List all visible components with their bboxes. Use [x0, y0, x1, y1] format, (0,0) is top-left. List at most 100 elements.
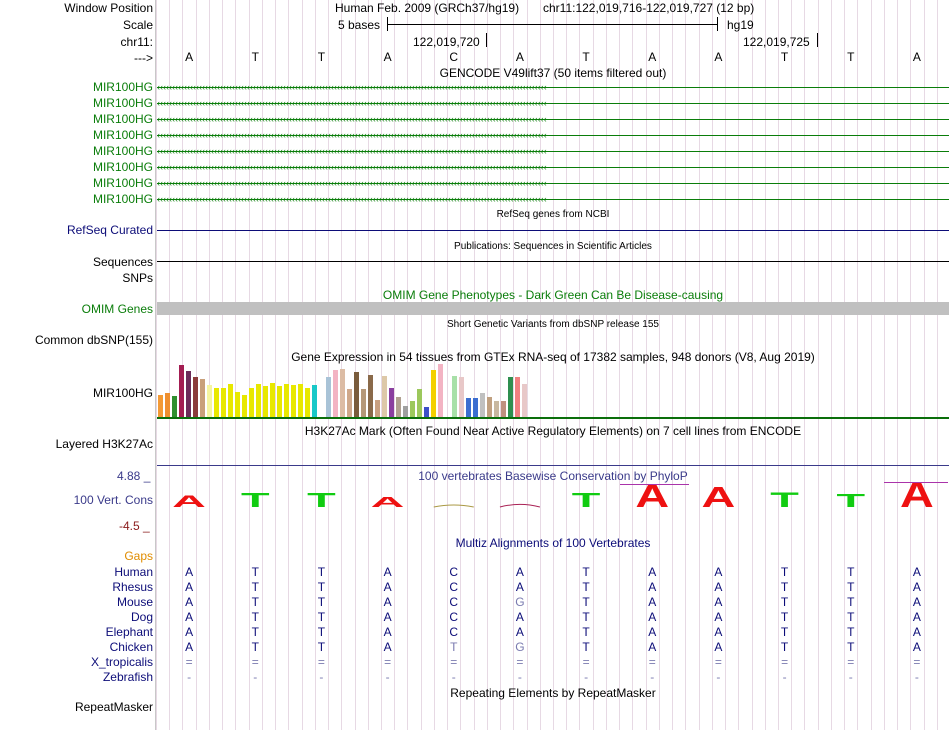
gtex-tissue-bar[interactable]	[263, 386, 268, 417]
species-label[interactable]: Human	[114, 565, 153, 579]
gtex-tissue-bar[interactable]	[389, 388, 394, 417]
species-label[interactable]: Dog	[130, 610, 153, 624]
gtex-tissue-bar[interactable]	[228, 384, 233, 417]
gtex-tissue-bar[interactable]	[375, 400, 380, 417]
gtex-tissue-bar[interactable]	[277, 386, 282, 417]
refseq-track-title[interactable]: RefSeq genes from NCBI	[496, 209, 610, 220]
gencode-item-label[interactable]: MIR100HG	[92, 144, 153, 158]
gtex-tissue-bar[interactable]	[179, 365, 184, 417]
gencode-item-label[interactable]: MIR100HG	[92, 128, 153, 142]
species-label[interactable]: Elephant	[105, 625, 153, 639]
species-label[interactable]: X_tropicalis	[90, 655, 153, 669]
gtex-tissue-bar[interactable]	[186, 371, 191, 417]
gtex-tissue-bar[interactable]	[438, 364, 443, 417]
gtex-tissue-bar[interactable]	[270, 383, 275, 417]
gtex-tissue-bar[interactable]	[242, 395, 247, 417]
species-label[interactable]: Zebrafish	[102, 670, 153, 684]
gtex-tissue-bar[interactable]	[214, 388, 219, 417]
refseq-label[interactable]: RefSeq Curated	[66, 223, 153, 237]
gtex-tissue-bar[interactable]	[249, 388, 254, 417]
gtex-tissue-bar[interactable]	[221, 388, 226, 417]
gtex-tissue-bar[interactable]	[158, 395, 163, 417]
gtex-track-title[interactable]: Gene Expression in 54 tissues from GTEx …	[291, 350, 815, 364]
cons-track-title[interactable]: 100 vertebrates Basewise Conservation by…	[418, 469, 688, 483]
gtex-tissue-bar[interactable]	[340, 369, 345, 417]
gtex-tissue-bar[interactable]	[256, 384, 261, 417]
gtex-tissue-bar[interactable]	[235, 392, 240, 417]
gencode-item-label[interactable]: MIR100HG	[92, 160, 153, 174]
gtex-tissue-bar[interactable]	[382, 376, 387, 417]
gtex-tissue-bar[interactable]	[508, 377, 513, 417]
gtex-tissue-bar[interactable]	[298, 384, 303, 417]
gtex-tissue-bar[interactable]	[424, 407, 429, 417]
gtex-tissue-bar[interactable]	[368, 375, 373, 417]
gtex-tissue-bar[interactable]	[333, 370, 338, 417]
gtex-tissue-bar[interactable]	[473, 398, 478, 417]
gtex-tissue-bar[interactable]	[480, 393, 485, 417]
gencode-item-label[interactable]: MIR100HG	[92, 112, 153, 126]
gencode-track-title[interactable]: GENCODE V49lift37 (50 items filtered out…	[439, 66, 667, 80]
species-label[interactable]: Rhesus	[112, 580, 153, 594]
gtex-tissue-bar[interactable]	[466, 398, 471, 417]
gtex-tissue-bar[interactable]	[410, 401, 415, 417]
species-label[interactable]: Chicken	[109, 640, 153, 654]
species-label[interactable]: Mouse	[116, 595, 153, 609]
gtex-tissue-bar[interactable]	[354, 372, 359, 417]
pubs-track-title[interactable]: Publications: Sequences in Scientific Ar…	[454, 241, 652, 252]
gtex-tissue-bar[interactable]	[305, 388, 310, 417]
gtex-tissue-bar[interactable]	[347, 389, 352, 417]
gtex-tissue-bar[interactable]	[501, 401, 506, 417]
gencode-gene-line[interactable]: ‹‹‹‹‹‹‹‹‹‹‹‹‹‹‹‹‹‹‹‹‹‹‹‹‹‹‹‹‹‹‹‹‹‹‹‹‹‹‹‹…	[157, 113, 949, 125]
cons-mark-1	[620, 484, 689, 485]
gtex-tissue-bar[interactable]	[326, 377, 331, 417]
h3k27-label[interactable]: Layered H3K27Ac	[55, 437, 153, 451]
gencode-item-label[interactable]: MIR100HG	[92, 96, 153, 110]
pubs-sequence-line[interactable]	[157, 261, 949, 262]
omim-label[interactable]: OMIM Genes	[81, 302, 153, 316]
gtex-tissue-bar[interactable]	[361, 389, 366, 417]
repeat-label[interactable]: RepeatMasker	[74, 700, 153, 714]
omim-track-title[interactable]: OMIM Gene Phenotypes - Dark Green Can Be…	[382, 288, 724, 302]
gtex-tissue-bar[interactable]	[312, 385, 317, 417]
gtex-tissue-bar[interactable]	[452, 376, 457, 417]
multiz-track-title[interactable]: Multiz Alignments of 100 Vertebrates	[455, 536, 651, 550]
gtex-tissue-bar[interactable]	[494, 401, 499, 417]
gtex-tissue-bar[interactable]	[459, 377, 464, 417]
gtex-bar-chart[interactable]	[157, 364, 949, 418]
gtex-tissue-bar[interactable]	[291, 385, 296, 417]
gencode-gene-line[interactable]: ‹‹‹‹‹‹‹‹‹‹‹‹‹‹‹‹‹‹‹‹‹‹‹‹‹‹‹‹‹‹‹‹‹‹‹‹‹‹‹‹…	[157, 193, 949, 205]
gtex-tissue-bar[interactable]	[417, 389, 422, 417]
gencode-gene-line[interactable]: ‹‹‹‹‹‹‹‹‹‹‹‹‹‹‹‹‹‹‹‹‹‹‹‹‹‹‹‹‹‹‹‹‹‹‹‹‹‹‹‹…	[157, 161, 949, 173]
gtex-tissue-bar[interactable]	[396, 397, 401, 417]
gencode-item-label[interactable]: MIR100HG	[92, 192, 153, 206]
refseq-gene-line[interactable]	[157, 230, 949, 231]
gencode-gene-line[interactable]: ‹‹‹‹‹‹‹‹‹‹‹‹‹‹‹‹‹‹‹‹‹‹‹‹‹‹‹‹‹‹‹‹‹‹‹‹‹‹‹‹…	[157, 177, 949, 189]
gencode-item-label[interactable]: MIR100HG	[92, 80, 153, 94]
gtex-tissue-bar[interactable]	[487, 397, 492, 417]
gtex-tissue-bar[interactable]	[193, 377, 198, 417]
pubs-label[interactable]: Sequences	[92, 255, 153, 269]
gencode-item-label[interactable]: MIR100HG	[92, 176, 153, 190]
h3k27-track-title[interactable]: H3K27Ac Mark (Often Found Near Active Re…	[304, 424, 802, 438]
omim-gene-bar[interactable]	[157, 302, 949, 315]
gtex-tissue-bar[interactable]	[403, 406, 408, 417]
gtex-tissue-bar[interactable]	[515, 377, 520, 417]
snps-label[interactable]: SNPs	[122, 271, 153, 285]
gencode-gene-line[interactable]: ‹‹‹‹‹‹‹‹‹‹‹‹‹‹‹‹‹‹‹‹‹‹‹‹‹‹‹‹‹‹‹‹‹‹‹‹‹‹‹‹…	[157, 81, 949, 93]
gencode-gene-line[interactable]: ‹‹‹‹‹‹‹‹‹‹‹‹‹‹‹‹‹‹‹‹‹‹‹‹‹‹‹‹‹‹‹‹‹‹‹‹‹‹‹‹…	[157, 145, 949, 157]
gtex-tissue-bar[interactable]	[431, 370, 436, 417]
repeat-track-title[interactable]: Repeating Elements by RepeatMasker	[450, 686, 656, 700]
cons-label[interactable]: 100 Vert. Cons	[73, 493, 153, 507]
gtex-tissue-bar[interactable]	[172, 396, 177, 417]
gencode-gene-line[interactable]: ‹‹‹‹‹‹‹‹‹‹‹‹‹‹‹‹‹‹‹‹‹‹‹‹‹‹‹‹‹‹‹‹‹‹‹‹‹‹‹‹…	[157, 97, 949, 109]
gtex-tissue-bar[interactable]	[284, 384, 289, 417]
gtex-tissue-bar[interactable]	[200, 379, 205, 417]
dbsnp-track-title[interactable]: Short Genetic Variants from dbSNP releas…	[447, 319, 659, 330]
gtex-tissue-bar[interactable]	[207, 385, 212, 417]
dbsnp-label[interactable]: Common dbSNP(155)	[34, 333, 153, 347]
gencode-gene-line[interactable]: ‹‹‹‹‹‹‹‹‹‹‹‹‹‹‹‹‹‹‹‹‹‹‹‹‹‹‹‹‹‹‹‹‹‹‹‹‹‹‹‹…	[157, 129, 949, 141]
gtex-tissue-bar[interactable]	[522, 384, 527, 417]
gtex-tissue-bar[interactable]	[165, 393, 170, 417]
gtex-label[interactable]: MIR100HG	[92, 386, 153, 400]
